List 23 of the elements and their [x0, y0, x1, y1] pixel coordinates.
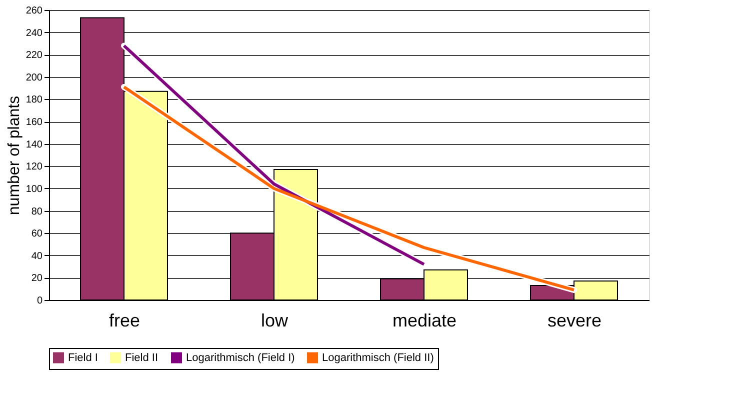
- y-tick-label: 220: [26, 50, 43, 62]
- legend-label: Logarithmisch (Field II): [322, 352, 434, 364]
- x-tick-label: low: [260, 310, 289, 330]
- y-tick-label: 240: [26, 28, 43, 39]
- y-tick-label: 260: [26, 6, 43, 16]
- x-tick-label: mediate: [392, 310, 457, 330]
- x-tick-label: severe: [547, 310, 602, 330]
- y-axis-title: number of plants: [6, 96, 23, 216]
- y-tick-label: 200: [26, 72, 43, 84]
- y-tick-label: 160: [26, 117, 43, 128]
- legend-label: Field I: [68, 352, 98, 364]
- x-tick-label: free: [108, 310, 140, 330]
- legend-label: Logarithmisch (Field I): [186, 352, 295, 364]
- y-tick-label: 100: [26, 184, 43, 195]
- y-tick-label: 60: [31, 228, 43, 240]
- y-tick-label: 40: [31, 250, 43, 262]
- legend-label: Field II: [125, 352, 158, 364]
- y-tick-label: 80: [31, 206, 43, 218]
- y-tick-label: 120: [26, 162, 43, 173]
- y-tick-label: 20: [31, 273, 43, 284]
- y-tick-label: 140: [26, 139, 43, 150]
- y-tick-label: 180: [26, 94, 43, 106]
- y-tick-label: 0: [36, 296, 43, 306]
